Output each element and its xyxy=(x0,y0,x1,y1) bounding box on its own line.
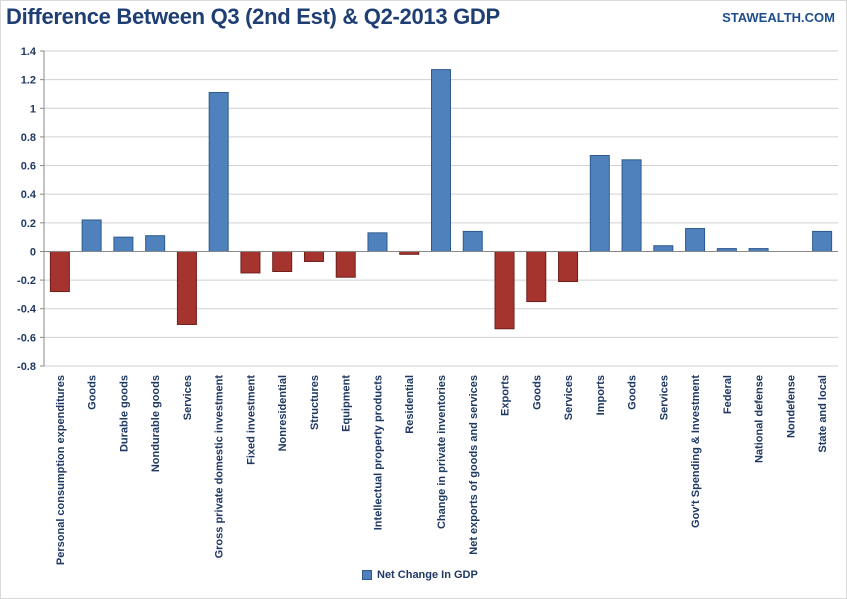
bar xyxy=(462,230,483,252)
x-category-label: Nonresidential xyxy=(277,375,289,451)
x-category-label: Structures xyxy=(309,375,321,430)
x-category-label: Nondurable goods xyxy=(150,375,162,472)
x-category-label: Intellectual property products xyxy=(372,375,384,530)
x-category-label: Gov't Spending & Investment xyxy=(690,375,702,528)
x-category-label: Goods xyxy=(531,375,543,410)
x-category-label: Imports xyxy=(595,375,607,415)
legend: Net Change In GDP xyxy=(362,569,478,581)
chart-title: Difference Between Q3 (2nd Est) & Q2-201… xyxy=(6,4,500,29)
y-tick-label: 0.8 xyxy=(21,132,36,144)
bar xyxy=(240,250,261,274)
y-tick-label: -0.8 xyxy=(17,361,36,373)
bar xyxy=(335,250,356,278)
y-tick-label: 0.6 xyxy=(21,161,36,173)
axes xyxy=(43,51,838,366)
y-tick-label: 0 xyxy=(30,246,36,258)
y-tick-label: -0.2 xyxy=(17,275,36,287)
x-category-label: Gross private domestic investment xyxy=(214,375,226,559)
y-tick-label: 1 xyxy=(30,103,36,115)
bar xyxy=(589,155,610,252)
bar xyxy=(49,250,70,293)
y-tick-label: 0.4 xyxy=(21,189,37,201)
x-category-label: Services xyxy=(182,375,194,420)
bar xyxy=(176,250,197,325)
y-tick-label: 1.4 xyxy=(21,46,37,58)
x-category-label: Net exports of goods and services xyxy=(468,375,480,555)
y-tick-label: 1.2 xyxy=(21,75,36,87)
legend-label: Net Change In GDP xyxy=(377,569,478,581)
bar xyxy=(558,250,579,283)
x-category-label: State and local xyxy=(817,375,829,453)
bar xyxy=(494,250,515,330)
y-tick-label: -0.6 xyxy=(17,332,36,344)
y-tick-label: -0.4 xyxy=(17,304,37,316)
x-category-label: Equipment xyxy=(341,375,353,432)
x-category-label: Federal xyxy=(722,375,734,414)
x-category-label: Goods xyxy=(627,375,639,410)
x-category-label: Services xyxy=(658,375,670,420)
legend-swatch xyxy=(362,570,372,580)
bar xyxy=(526,250,547,303)
bar xyxy=(303,250,324,262)
brand-watermark: STAWEALTH.COM xyxy=(722,10,835,25)
x-category-label: Personal consumption expenditures xyxy=(55,375,67,565)
bar xyxy=(685,228,706,252)
bar xyxy=(81,219,102,252)
bar xyxy=(367,232,388,252)
y-axis-ticks: 1.4 1.2 1 0.8 0.6 0.4 0.2 0 -0.2 -0.4 -0.6 -0.8 xyxy=(17,46,44,373)
y-tick-label: 0.2 xyxy=(21,218,36,230)
x-category-label: Exports xyxy=(500,375,512,416)
bar xyxy=(145,235,166,252)
x-category-label: Services xyxy=(563,375,575,420)
bar xyxy=(621,159,642,252)
x-axis-labels: Personal consumption expenditures Goods Du… xyxy=(55,375,829,565)
bar xyxy=(113,236,134,252)
x-category-label: Goods xyxy=(87,375,99,410)
x-category-label: National defense xyxy=(754,375,766,463)
bar xyxy=(812,230,833,252)
x-category-label: Nondefense xyxy=(785,375,797,438)
x-category-label: Fixed investment xyxy=(245,375,257,465)
x-category-label: Residential xyxy=(404,375,416,434)
x-category-label: Change in private inventories xyxy=(436,375,448,529)
bar xyxy=(272,250,293,272)
bar xyxy=(653,245,674,252)
bars xyxy=(49,69,833,330)
x-category-label: Durable goods xyxy=(118,375,130,452)
bar xyxy=(208,92,229,252)
bar xyxy=(431,69,451,252)
